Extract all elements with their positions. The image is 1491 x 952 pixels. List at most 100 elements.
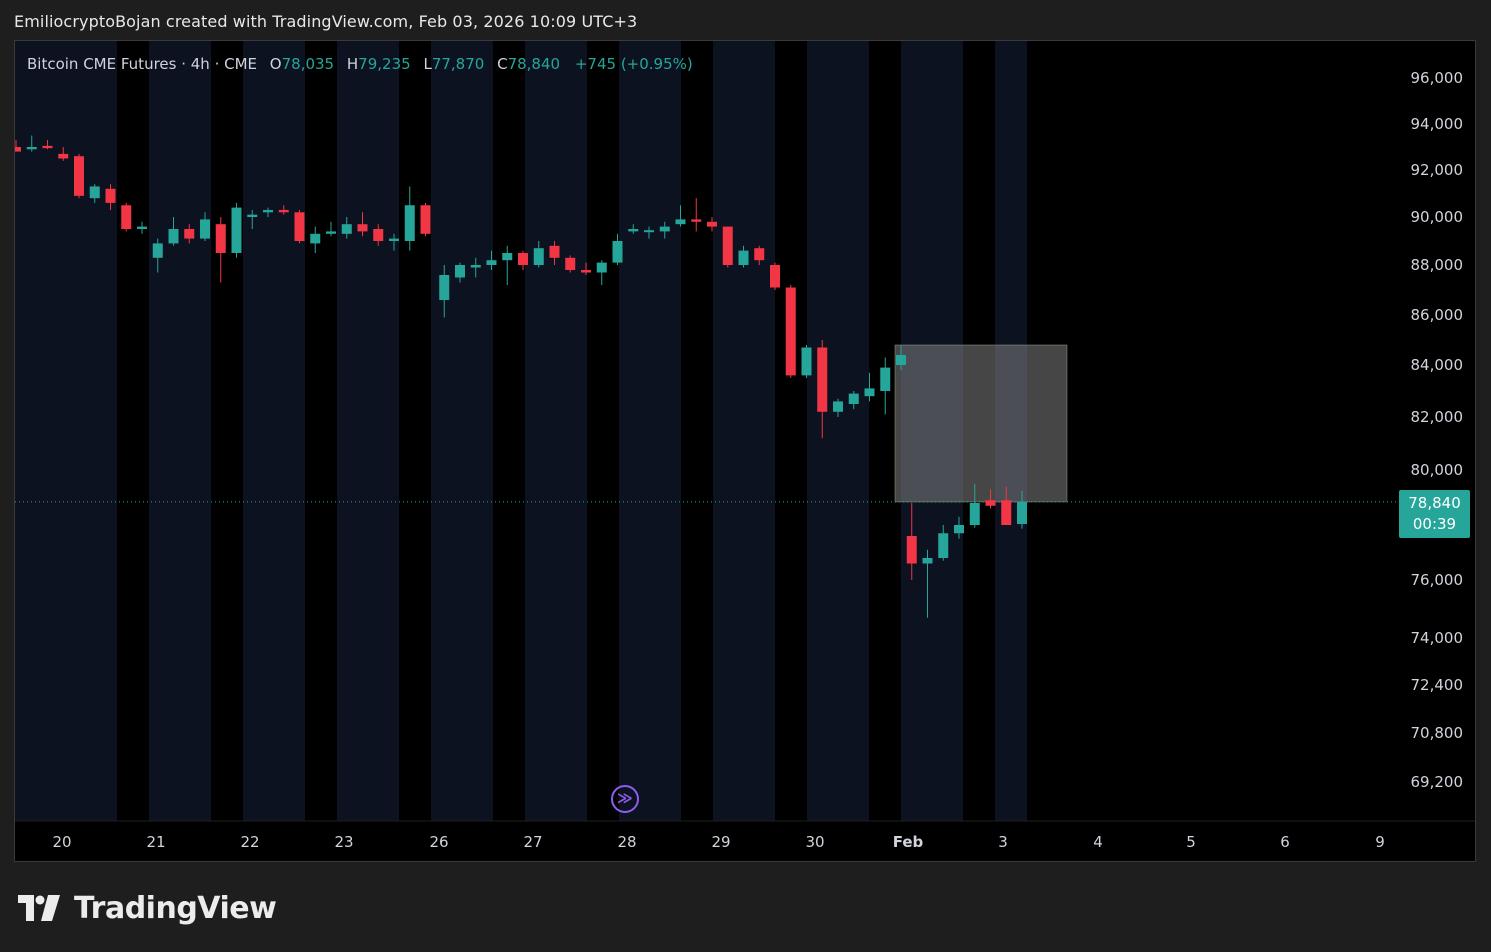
- candle-body: [896, 355, 906, 365]
- candle-body: [326, 231, 336, 234]
- candle-body: [817, 347, 828, 412]
- price-axis-label: 76,000: [1411, 571, 1464, 589]
- candle-body: [954, 525, 964, 534]
- candle-body: [581, 270, 591, 273]
- candlestick-chart[interactable]: 96,000 94,000 92,000 90,000 88,000 86,000 84,0…: [15, 41, 1475, 861]
- time-axis-label: 27: [523, 833, 542, 851]
- candle-body: [848, 393, 859, 404]
- candle-body: [247, 214, 258, 217]
- candle-body: [880, 367, 891, 391]
- price-axis-label: 69,200: [1411, 773, 1464, 791]
- chart-frame[interactable]: 96,000 94,000 92,000 90,000 88,000 86,000 84,0…: [14, 40, 1476, 862]
- candle-body: [341, 224, 352, 234]
- candle-body: [231, 207, 242, 253]
- session-band: [525, 41, 587, 821]
- price-axis-label: 84,000: [1411, 356, 1464, 374]
- price-zone-box: [894, 344, 1068, 503]
- candle-body: [722, 226, 733, 265]
- time-axis-label: 20: [52, 833, 71, 851]
- candle-body: [691, 219, 702, 222]
- price-axis-label: 86,000: [1411, 306, 1464, 324]
- time-axis-label: 21: [146, 833, 165, 851]
- candle-body: [596, 262, 607, 273]
- session-band: [149, 41, 211, 821]
- session-band: [243, 41, 305, 821]
- price-axis-label: 90,000: [1411, 208, 1464, 226]
- legend-high-value: 79,235: [358, 55, 411, 73]
- candle-body: [373, 229, 384, 241]
- legend-symbol: Bitcoin CME Futures · 4h · CME: [27, 55, 258, 73]
- time-axis-label: 28: [617, 833, 636, 851]
- price-axis-label: 88,000: [1411, 256, 1464, 274]
- legend-low-label: L: [423, 55, 432, 73]
- tradingview-brand: TradingView: [18, 890, 277, 926]
- candle-body: [404, 205, 415, 241]
- candle-body: [549, 245, 560, 258]
- candle-body: [659, 226, 670, 232]
- candle-body: [58, 153, 69, 159]
- price-axis-label: 94,000: [1411, 115, 1464, 133]
- legend-close-label: C: [497, 55, 508, 73]
- candle-body: [785, 287, 796, 376]
- time-axis-label: 3: [998, 833, 1008, 851]
- candle-body: [1001, 500, 1012, 525]
- candle-body: [969, 503, 980, 525]
- session-band: [713, 41, 775, 821]
- candle-body: [628, 229, 639, 232]
- candle-body: [420, 205, 431, 234]
- candle-body: [533, 248, 544, 265]
- candle-body: [1017, 501, 1027, 525]
- candle-body: [15, 147, 21, 152]
- candle-body: [938, 533, 949, 558]
- candle-body: [455, 265, 465, 278]
- legend-low-value: 77,870: [431, 55, 485, 73]
- time-axis-label: 6: [1280, 833, 1290, 851]
- candle-body: [675, 219, 686, 225]
- candle-body: [439, 275, 450, 300]
- session-band: [431, 41, 493, 821]
- time-axis-label: Feb: [893, 833, 924, 851]
- candle-body: [184, 229, 195, 239]
- candle-body: [200, 219, 210, 239]
- candle-body: [89, 186, 100, 199]
- candle-body: [26, 147, 37, 150]
- candle-body: [389, 238, 399, 241]
- price-axis-label: 96,000: [1411, 69, 1464, 87]
- candle-body: [864, 388, 875, 397]
- legend-open-value: 78,035: [281, 55, 335, 73]
- price-axis-label: 70,800: [1411, 724, 1464, 742]
- replay-forward-icon[interactable]: ≫: [611, 785, 639, 813]
- session-band: [337, 41, 399, 821]
- candle-body: [486, 260, 497, 265]
- candle-body: [263, 209, 273, 213]
- chart-header-title: EmiliocryptoBojan created with TradingVi…: [14, 12, 638, 31]
- candle-body: [168, 229, 179, 244]
- candle-body: [801, 347, 812, 376]
- candle-body: [42, 145, 53, 149]
- session-band: [807, 41, 869, 821]
- last-price-tag: 78,840 00:39: [1399, 490, 1470, 538]
- time-axis-label: 26: [429, 833, 448, 851]
- candle-body: [644, 230, 654, 233]
- legend-open-label: O: [269, 55, 282, 73]
- candle-body: [278, 209, 289, 213]
- symbol-legend: Bitcoin CME Futures · 4h · CME O78,035 H…: [27, 55, 693, 73]
- candle-body: [833, 401, 843, 412]
- candle-body: [470, 265, 481, 268]
- candle-body: [105, 188, 116, 203]
- last-price-value: 78,840: [1408, 494, 1461, 512]
- candle-body: [518, 253, 528, 265]
- time-axis-label: 30: [805, 833, 824, 851]
- price-axis-label: 80,000: [1411, 461, 1464, 479]
- price-axis-label: 92,000: [1411, 161, 1464, 179]
- candle-body: [294, 212, 305, 241]
- candle-body: [922, 558, 933, 564]
- candle-body: [985, 500, 996, 506]
- candle-body: [906, 536, 917, 564]
- candle-body: [612, 241, 623, 263]
- legend-close-value: 78,840: [507, 55, 561, 73]
- candle-body: [754, 248, 765, 261]
- time-axis-label: 22: [240, 833, 259, 851]
- time-axis-label: 23: [334, 833, 353, 851]
- time-axis-label: 9: [1375, 833, 1385, 851]
